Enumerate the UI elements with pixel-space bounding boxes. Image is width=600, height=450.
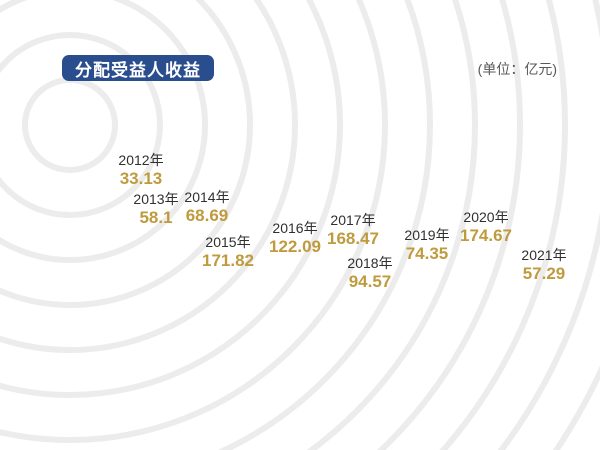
data-point-2017: 2017年 168.47: [327, 212, 379, 248]
unit-label: (单位：亿元): [477, 61, 557, 77]
year-label: 2019年: [404, 227, 450, 243]
year-label: 2020年: [463, 209, 509, 225]
chart-title-badge: 分配受益人收益: [62, 55, 214, 81]
data-point-2012: 2012年 33.13: [118, 152, 163, 188]
chart-title: 分配受益人收益: [75, 60, 201, 80]
data-point-2015: 2015年 171.82: [202, 234, 254, 270]
value-label: 58.1: [139, 208, 173, 227]
data-point-2019: 2019年 74.35: [404, 227, 449, 263]
year-label: 2014年: [184, 189, 230, 205]
data-point-2021: 2021年 57.29: [521, 247, 566, 283]
value-label: 33.13: [119, 169, 163, 188]
data-point-2016: 2016年 122.09: [269, 220, 321, 256]
value-label: 122.09: [269, 237, 321, 256]
data-point-2013: 2013年 58.1: [133, 191, 178, 227]
data-point-2020: 2020年 174.67: [460, 209, 512, 245]
year-label: 2012年: [118, 152, 164, 168]
value-label: 171.82: [202, 251, 254, 270]
data-point-2014: 2014年 68.69: [184, 189, 229, 225]
year-label: 2017年: [330, 212, 376, 228]
value-label: 68.69: [185, 206, 229, 225]
data-point-2018: 2018年 94.57: [347, 255, 392, 291]
value-label: 57.29: [522, 264, 566, 283]
value-label: 174.67: [460, 226, 512, 245]
value-label: 168.47: [327, 229, 379, 248]
value-label: 74.35: [405, 244, 449, 263]
year-label: 2018年: [347, 255, 393, 271]
year-label: 2016年: [272, 220, 318, 236]
year-label: 2015年: [205, 234, 251, 250]
year-label: 2013年: [133, 191, 179, 207]
year-label: 2021年: [521, 247, 567, 263]
value-label: 94.57: [348, 272, 392, 291]
